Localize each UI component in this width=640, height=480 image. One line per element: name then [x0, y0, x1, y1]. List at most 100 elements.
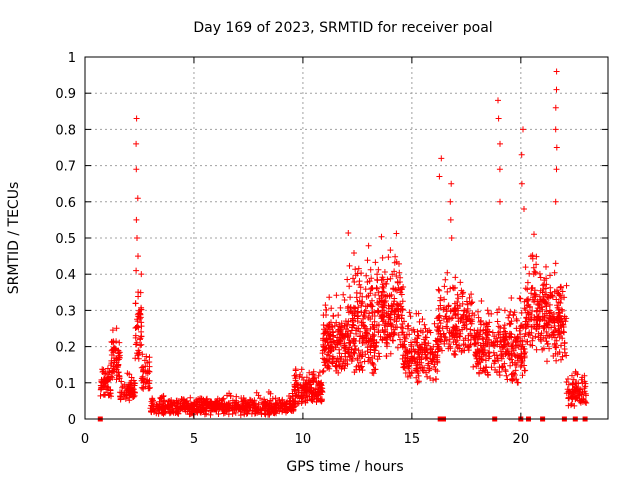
y-tick-label: 0.2 — [55, 341, 76, 356]
data-point — [549, 318, 556, 325]
data-point — [518, 346, 525, 353]
data-point — [323, 344, 330, 351]
data-point — [492, 358, 499, 365]
data-point — [400, 364, 407, 371]
data-point — [542, 291, 548, 298]
data-point — [504, 340, 511, 346]
y-axis-title: SRMTID / TECUs — [6, 182, 22, 295]
data-point — [323, 336, 330, 343]
data-point — [471, 333, 478, 340]
data-point — [558, 342, 564, 349]
data-point — [383, 353, 390, 360]
data-point — [505, 314, 512, 321]
data-point — [226, 407, 232, 414]
data-point — [511, 334, 518, 341]
data-point — [146, 363, 153, 370]
data-point — [311, 374, 318, 381]
data-point — [421, 321, 428, 328]
data-point — [394, 324, 401, 331]
data-point — [512, 367, 519, 374]
data-point — [436, 287, 443, 294]
data-point — [469, 299, 476, 306]
data-point — [449, 284, 456, 291]
data-point — [274, 399, 280, 406]
data-point — [494, 309, 501, 316]
data-point — [462, 342, 469, 349]
spike-point — [521, 206, 527, 212]
data-point — [257, 407, 264, 414]
data-point — [134, 318, 141, 325]
data-point — [317, 397, 324, 404]
spike-point — [496, 166, 503, 173]
data-point — [415, 370, 422, 376]
data-point — [158, 395, 165, 402]
data-point — [482, 352, 489, 359]
data-point — [555, 309, 562, 316]
data-point — [556, 292, 563, 298]
data-point — [515, 357, 521, 364]
spike-point — [553, 166, 560, 173]
data-point — [386, 292, 393, 299]
data-point — [473, 340, 479, 347]
data-point — [346, 262, 353, 269]
data-point — [337, 304, 344, 311]
x-tick-label: 5 — [190, 432, 198, 447]
data-point — [375, 289, 382, 296]
data-point — [536, 317, 543, 324]
data-point — [435, 328, 442, 335]
data-point — [341, 297, 348, 303]
data-points — [97, 68, 590, 422]
data-point — [437, 294, 444, 301]
data-point — [379, 288, 386, 295]
data-point — [211, 406, 218, 412]
data-point — [450, 307, 457, 314]
data-point — [565, 402, 572, 409]
data-point — [271, 405, 278, 412]
data-point — [330, 355, 337, 362]
data-point — [398, 291, 405, 298]
data-point — [367, 346, 374, 353]
data-point — [198, 399, 205, 405]
data-point — [132, 380, 139, 387]
data-point — [320, 355, 326, 362]
data-point — [363, 272, 370, 279]
data-point — [467, 341, 474, 348]
data-point — [294, 400, 301, 407]
data-point — [507, 362, 514, 369]
spike-point — [552, 104, 559, 111]
data-point — [556, 310, 563, 317]
data-point — [281, 407, 288, 414]
spike-point — [553, 86, 560, 93]
data-point — [124, 370, 131, 377]
data-point — [508, 342, 515, 349]
data-point — [387, 247, 394, 254]
data-point — [187, 394, 194, 401]
data-point — [219, 396, 226, 403]
data-point — [445, 302, 452, 309]
data-point — [99, 369, 106, 375]
data-point — [203, 396, 210, 403]
data-point — [514, 354, 521, 361]
data-point — [159, 404, 166, 411]
data-point — [139, 351, 146, 358]
data-point — [524, 279, 531, 286]
data-point — [485, 372, 492, 379]
data-point — [355, 347, 362, 354]
data-point — [375, 328, 382, 335]
data-point — [569, 381, 576, 388]
spike-point — [495, 115, 502, 122]
data-point — [339, 363, 346, 370]
data-point — [519, 337, 526, 344]
data-point — [334, 355, 341, 362]
data-point — [390, 285, 397, 292]
data-point — [518, 309, 525, 316]
data-point — [318, 379, 325, 386]
data-point — [560, 328, 567, 335]
data-point — [402, 370, 409, 376]
data-point — [344, 321, 351, 328]
spike-point — [133, 216, 140, 223]
data-point — [489, 329, 496, 336]
data-point — [335, 359, 342, 365]
data-point — [517, 353, 524, 360]
